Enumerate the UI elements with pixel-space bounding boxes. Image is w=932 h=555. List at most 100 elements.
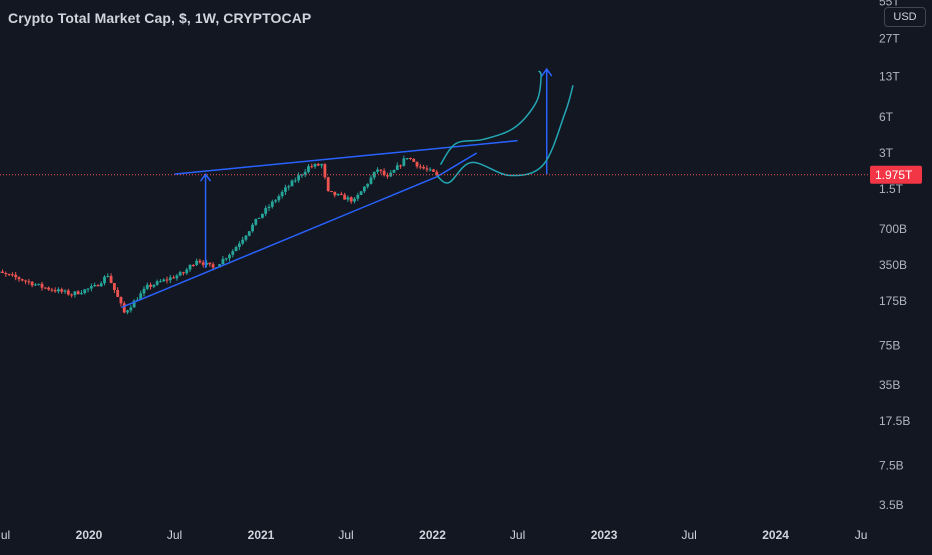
x-tick-label: 2021 bbox=[248, 528, 275, 542]
candle-body bbox=[116, 290, 120, 297]
candle bbox=[418, 164, 422, 170]
candle-body bbox=[418, 166, 422, 168]
candle bbox=[402, 155, 406, 167]
arrow[interactable] bbox=[199, 172, 212, 269]
candle-body bbox=[224, 258, 228, 260]
candle-body bbox=[362, 186, 366, 192]
candle bbox=[73, 291, 77, 298]
candle bbox=[80, 290, 83, 295]
candle-body bbox=[323, 164, 327, 178]
candle bbox=[392, 169, 396, 174]
x-tick-label: Jul bbox=[510, 528, 525, 542]
y-tick-label: 75B bbox=[879, 338, 900, 352]
y-tick-label: 7.5B bbox=[879, 458, 904, 472]
projection-curve[interactable] bbox=[436, 85, 574, 184]
candle bbox=[7, 273, 11, 276]
x-tick-label: 2022 bbox=[419, 528, 446, 542]
candle bbox=[326, 176, 330, 192]
candle bbox=[152, 284, 156, 289]
candle-body bbox=[34, 284, 37, 286]
candle bbox=[313, 163, 317, 169]
candle-body bbox=[60, 289, 64, 292]
candle-body bbox=[73, 291, 77, 295]
y-tick-label: 700B bbox=[879, 222, 907, 236]
candle-body bbox=[280, 191, 284, 197]
candle-body bbox=[201, 262, 205, 265]
candle bbox=[178, 270, 182, 277]
candle-body bbox=[37, 283, 41, 285]
y-tick-label: 3T bbox=[879, 146, 894, 160]
y-tick-label: 13T bbox=[879, 70, 900, 84]
candle bbox=[237, 241, 241, 251]
candle-body bbox=[267, 206, 271, 209]
candle bbox=[195, 258, 199, 266]
candle bbox=[50, 287, 54, 293]
currency-badge[interactable]: USD bbox=[884, 7, 926, 27]
candle bbox=[188, 263, 192, 272]
candle-body bbox=[109, 276, 113, 283]
trendline[interactable] bbox=[174, 139, 518, 175]
candle-body bbox=[86, 288, 90, 290]
x-axis[interactable]: Jul 2020 Jul 2021 Jul 2022 Jul 2023 Jul 2024 Ju bbox=[0, 528, 867, 542]
candle bbox=[57, 287, 60, 294]
candle-body bbox=[379, 169, 383, 171]
candle-body bbox=[353, 198, 356, 202]
candle-body bbox=[165, 279, 169, 281]
candle-body bbox=[208, 262, 212, 265]
candle bbox=[109, 273, 113, 284]
candle bbox=[349, 196, 353, 204]
candle bbox=[346, 195, 350, 202]
candle-body bbox=[221, 258, 225, 265]
candle bbox=[47, 286, 50, 291]
candle bbox=[320, 163, 324, 169]
candle-body bbox=[428, 169, 432, 171]
candle-body bbox=[27, 281, 31, 283]
candle-body bbox=[149, 284, 152, 287]
candle bbox=[145, 282, 149, 291]
x-tick-label: Ju bbox=[855, 528, 868, 542]
chart-title: Crypto Total Market Cap, $, 1W, CRYPTOCA… bbox=[8, 10, 312, 26]
arrow[interactable] bbox=[541, 67, 553, 175]
candle bbox=[34, 283, 37, 287]
candle bbox=[267, 204, 271, 212]
projection-curve[interactable] bbox=[439, 70, 542, 166]
trendline[interactable] bbox=[121, 176, 438, 309]
candle bbox=[244, 234, 248, 242]
candle bbox=[435, 169, 439, 177]
candle bbox=[399, 164, 402, 169]
candle bbox=[297, 172, 300, 183]
candle bbox=[63, 289, 67, 294]
trendline[interactable] bbox=[436, 152, 478, 178]
candle-body bbox=[70, 294, 74, 296]
arrow-head bbox=[541, 67, 553, 77]
trendlines-layer bbox=[121, 67, 553, 309]
candle-body bbox=[339, 193, 343, 195]
candle bbox=[300, 173, 304, 178]
candle bbox=[159, 279, 162, 283]
candle-body bbox=[17, 277, 21, 280]
candle bbox=[37, 283, 41, 286]
y-tick-label: 17.5B bbox=[879, 414, 910, 428]
candle-body bbox=[432, 169, 435, 172]
y-axis[interactable]: 55T 27T 13T 6T 3T 1.5T 700B 350B 175B 75B 35B 17.5B… bbox=[879, 0, 910, 512]
x-tick-label: 2023 bbox=[591, 528, 618, 542]
candle bbox=[221, 256, 225, 265]
candle-body bbox=[76, 291, 80, 295]
y-tick-label: 6T bbox=[879, 110, 894, 124]
candle-body bbox=[247, 231, 251, 236]
candle bbox=[89, 283, 93, 292]
candle-body bbox=[399, 165, 402, 167]
candle bbox=[14, 271, 18, 281]
candle bbox=[83, 288, 87, 295]
candle-body bbox=[356, 194, 360, 199]
candle-body bbox=[392, 169, 396, 173]
candle-body bbox=[47, 287, 50, 290]
candle bbox=[409, 157, 412, 160]
candle-body bbox=[20, 279, 24, 281]
candle bbox=[307, 164, 310, 174]
candle-body bbox=[168, 277, 172, 281]
candle-body bbox=[119, 296, 123, 304]
last-price-label: 1.975T bbox=[870, 165, 922, 184]
